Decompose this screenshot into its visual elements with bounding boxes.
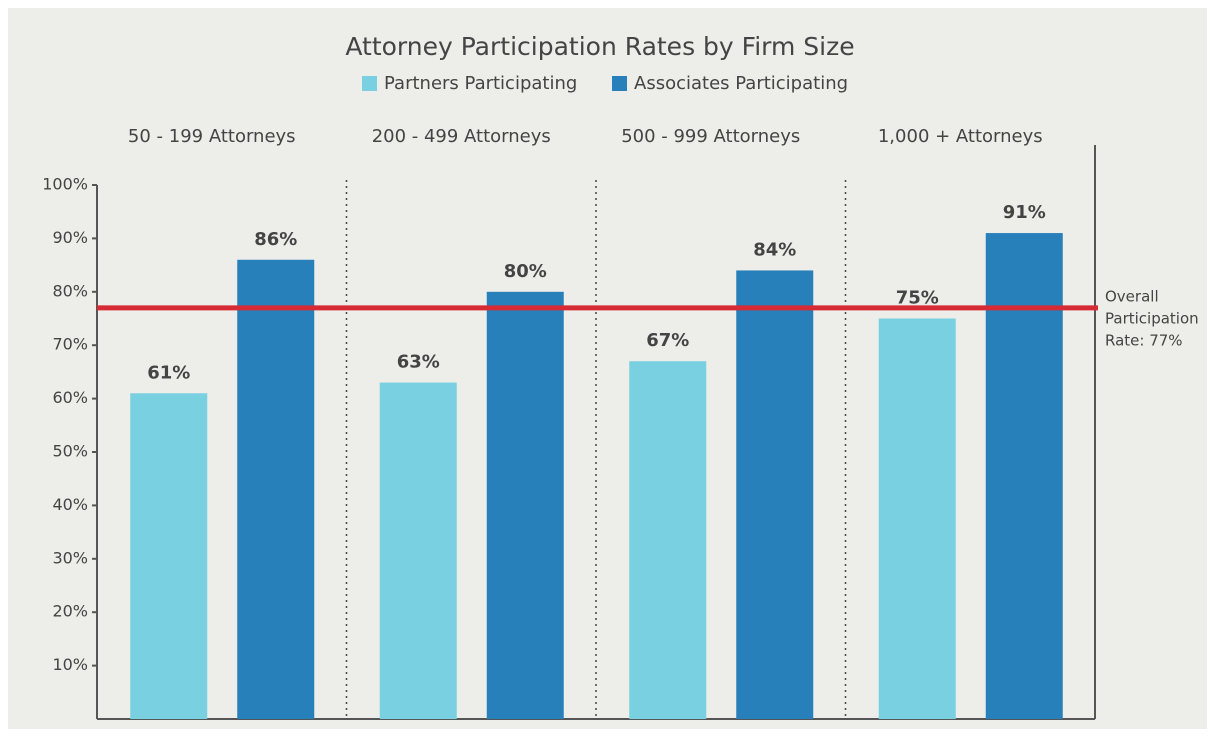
bar <box>130 393 208 719</box>
category-label: 50 - 199 Attorneys <box>128 126 296 147</box>
bar <box>237 259 315 719</box>
bar <box>629 361 707 719</box>
y-tick-label: 80% <box>52 281 88 300</box>
bar <box>985 233 1063 719</box>
legend-label: Partners Participating <box>384 73 577 94</box>
bar <box>486 291 564 719</box>
category-label: 1,000 + Attorneys <box>878 126 1043 147</box>
y-tick-label: 30% <box>52 548 88 567</box>
legend-label: Associates Participating <box>634 73 848 94</box>
reference-label: Overall <box>1105 288 1159 306</box>
value-label: 67% <box>646 330 689 351</box>
value-label: 75% <box>896 288 939 309</box>
bar <box>736 270 814 719</box>
y-tick-label: 10% <box>52 655 88 674</box>
value-label: 84% <box>753 239 796 260</box>
value-label: 80% <box>504 261 547 282</box>
y-tick-label: 20% <box>52 602 88 621</box>
y-tick-label: 90% <box>52 228 88 247</box>
category-label: 200 - 499 Attorneys <box>372 126 551 147</box>
value-label: 91% <box>1003 202 1046 223</box>
value-label: 86% <box>254 229 297 250</box>
legend-swatch <box>362 76 377 91</box>
y-tick-label: 70% <box>52 335 88 354</box>
y-tick-label: 50% <box>52 442 88 461</box>
category-label: 500 - 999 Attorneys <box>621 126 800 147</box>
bar <box>878 318 956 719</box>
y-tick-label: 100% <box>42 175 88 194</box>
reference-label: Participation <box>1105 310 1199 328</box>
legend-swatch <box>612 76 627 91</box>
value-label: 63% <box>397 352 440 373</box>
chart-title: Attorney Participation Rates by Firm Siz… <box>345 32 854 61</box>
bar <box>379 382 457 719</box>
y-tick-label: 40% <box>52 495 88 514</box>
reference-label: Rate: 77% <box>1105 332 1183 350</box>
value-label: 61% <box>147 362 190 383</box>
y-tick-label: 60% <box>52 388 88 407</box>
